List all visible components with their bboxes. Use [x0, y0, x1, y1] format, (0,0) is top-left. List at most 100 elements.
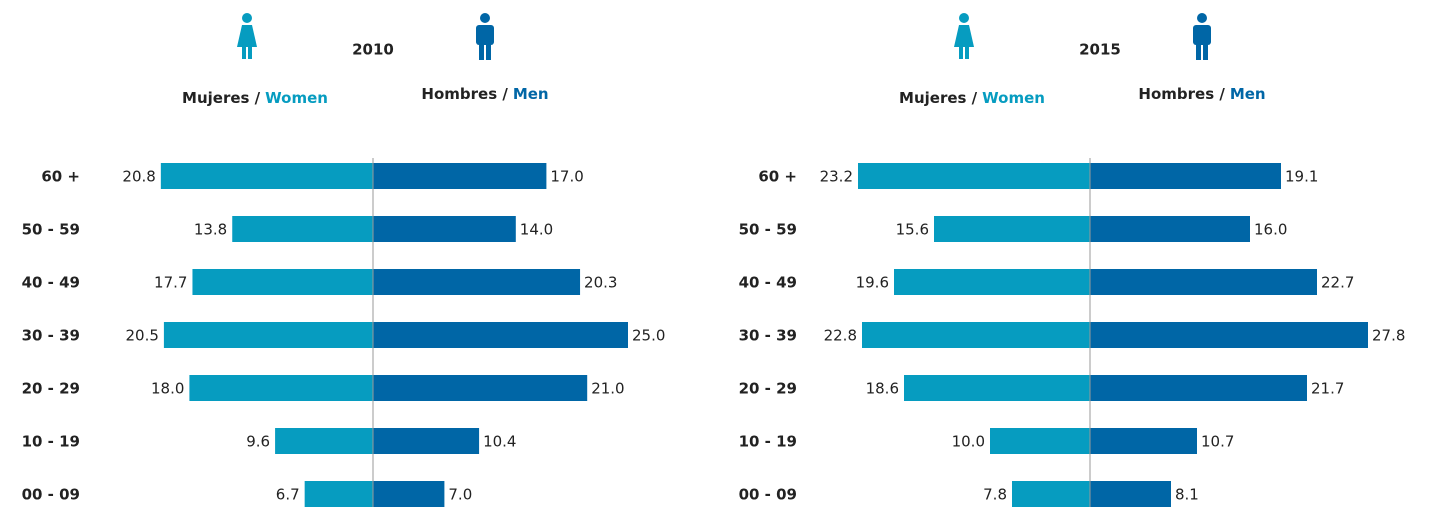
legend-label-es: Hombres / — [1138, 85, 1225, 103]
bar — [373, 322, 628, 348]
value-label: 23.2 — [820, 168, 853, 186]
value-label: 9.6 — [246, 433, 270, 451]
man-icon — [476, 13, 494, 60]
bar — [1090, 375, 1307, 401]
bar — [304, 481, 373, 507]
value-label: 22.8 — [824, 327, 857, 345]
bar — [373, 481, 445, 507]
icon-leg — [242, 47, 246, 59]
bar — [862, 322, 1090, 348]
category-label: 40 - 49 — [22, 274, 80, 292]
category-label: 50 - 59 — [22, 221, 80, 239]
bar — [373, 216, 516, 242]
bar — [189, 375, 373, 401]
legend-label: Hombres / Men — [421, 85, 548, 103]
category-label: 40 - 49 — [739, 274, 797, 292]
category-label: 10 - 19 — [739, 433, 797, 451]
category-label: 60 + — [758, 168, 797, 186]
icon-leg — [486, 43, 491, 60]
value-label: 16.0 — [1254, 221, 1287, 239]
bar — [858, 163, 1090, 189]
category-label: 00 - 09 — [739, 486, 797, 504]
chart-title: 2015 — [1079, 41, 1121, 59]
icon-body — [954, 25, 974, 47]
bar — [1090, 269, 1317, 295]
bar — [1090, 322, 1368, 348]
category-label: 30 - 39 — [22, 327, 80, 345]
icon-head — [480, 13, 490, 23]
bar — [232, 216, 373, 242]
legend-label-es: Mujeres / — [899, 89, 978, 107]
bar — [1090, 481, 1171, 507]
value-label: 20.3 — [584, 274, 617, 292]
woman-icon — [954, 13, 974, 59]
icon-head — [959, 13, 969, 23]
bar — [160, 163, 373, 189]
icon-body — [1193, 25, 1211, 45]
value-label: 27.8 — [1372, 327, 1405, 345]
legend-label: Mujeres / Women — [899, 89, 1045, 107]
value-label: 7.8 — [983, 486, 1007, 504]
value-label: 20.5 — [125, 327, 158, 345]
icon-head — [1197, 13, 1207, 23]
icon-head — [242, 13, 252, 23]
value-label: 10.4 — [483, 433, 516, 451]
category-label: 30 - 39 — [739, 327, 797, 345]
icon-leg — [959, 47, 963, 59]
bar — [894, 269, 1090, 295]
legend-label: Hombres / Men — [1138, 85, 1265, 103]
bar — [275, 428, 373, 454]
icon-body — [476, 25, 494, 45]
value-label: 18.0 — [151, 380, 184, 398]
value-label: 21.7 — [1311, 380, 1344, 398]
category-label: 10 - 19 — [22, 433, 80, 451]
icon-leg — [1203, 43, 1208, 60]
icon-leg — [479, 43, 484, 60]
icon-leg — [248, 47, 252, 59]
category-label: 60 + — [41, 168, 80, 186]
category-label: 20 - 29 — [739, 380, 797, 398]
bar — [904, 375, 1090, 401]
value-label: 18.6 — [866, 380, 899, 398]
value-label: 25.0 — [632, 327, 665, 345]
legend-label-es: Mujeres / — [182, 89, 261, 107]
category-label: 00 - 09 — [22, 486, 80, 504]
value-label: 15.6 — [896, 221, 929, 239]
legend-label-en: Men — [513, 85, 549, 103]
value-label: 13.8 — [194, 221, 227, 239]
bar — [373, 375, 588, 401]
value-label: 19.1 — [1285, 168, 1318, 186]
value-label: 17.0 — [550, 168, 583, 186]
value-label: 8.1 — [1175, 486, 1199, 504]
bar — [192, 269, 373, 295]
value-label: 14.0 — [520, 221, 553, 239]
category-label: 50 - 59 — [739, 221, 797, 239]
legend-label-en: Women — [982, 89, 1045, 107]
value-label: 10.7 — [1201, 433, 1234, 451]
value-label: 22.7 — [1321, 274, 1354, 292]
value-label: 17.7 — [154, 274, 187, 292]
icon-leg — [1196, 43, 1201, 60]
bar — [373, 163, 547, 189]
legend-label-es: Hombres / — [421, 85, 508, 103]
man-icon — [1193, 13, 1211, 60]
bar — [373, 269, 581, 295]
bar — [1090, 163, 1281, 189]
legend-label-en: Women — [265, 89, 328, 107]
icon-leg — [965, 47, 969, 59]
icon-body — [237, 25, 257, 47]
bar — [1090, 428, 1197, 454]
value-label: 19.6 — [856, 274, 889, 292]
bar — [1012, 481, 1090, 507]
value-label: 21.0 — [591, 380, 624, 398]
chart-title: 2010 — [352, 41, 394, 59]
bar — [163, 322, 373, 348]
legend-label: Mujeres / Women — [182, 89, 328, 107]
legend-label-en: Men — [1230, 85, 1266, 103]
value-label: 10.0 — [952, 433, 985, 451]
value-label: 6.7 — [276, 486, 300, 504]
value-label: 20.8 — [122, 168, 155, 186]
category-label: 20 - 29 — [22, 380, 80, 398]
bar — [373, 428, 480, 454]
bar — [1090, 216, 1250, 242]
